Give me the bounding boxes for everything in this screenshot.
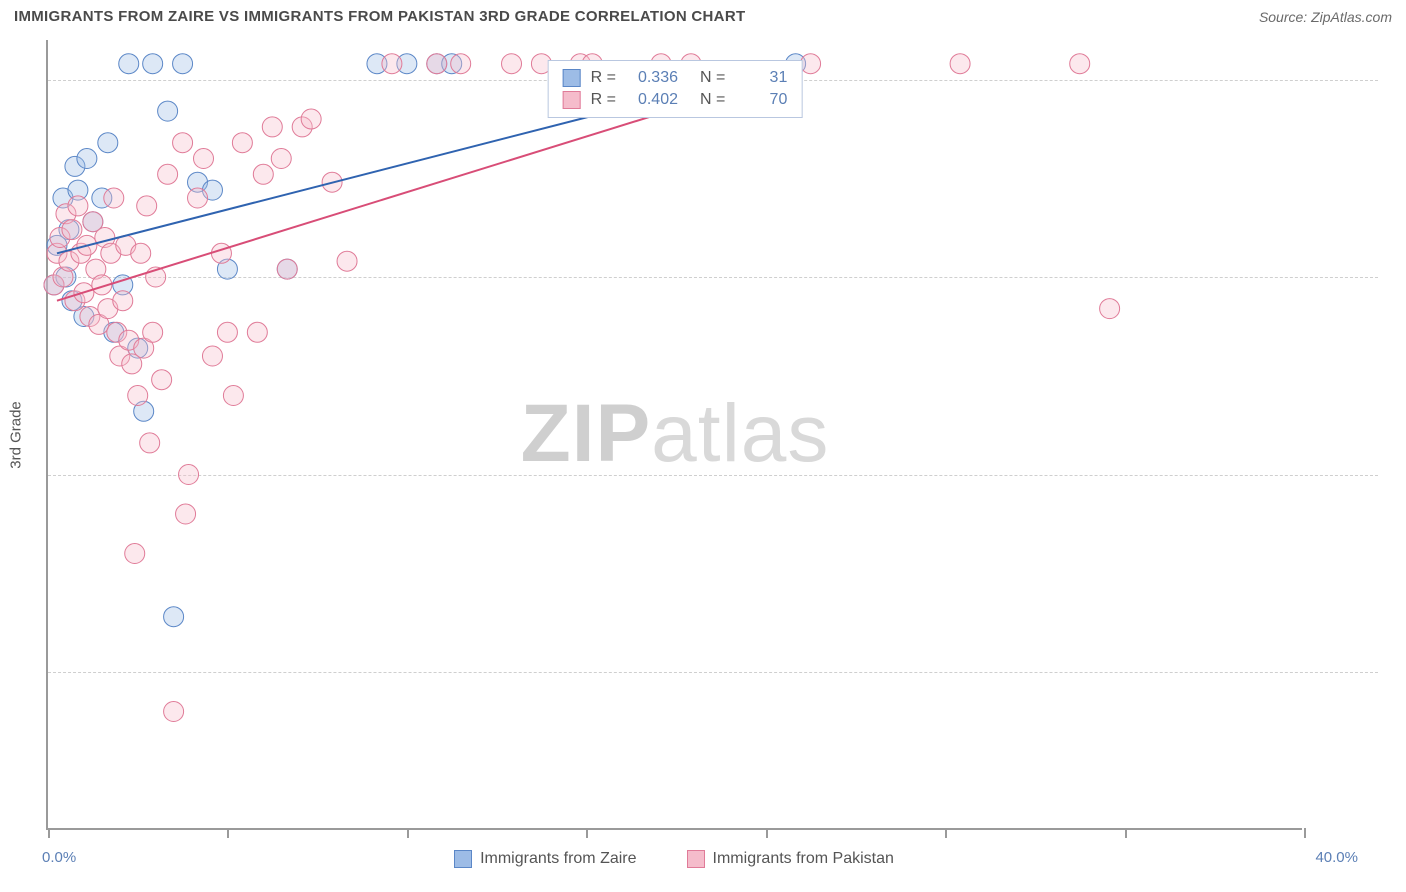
r-label: R =	[591, 67, 616, 89]
data-point-zaire	[158, 101, 178, 121]
data-point-pakistan	[179, 465, 199, 485]
x-tick	[1304, 828, 1306, 838]
correlation-legend: R = 0.336 N = 31 R = 0.402 N = 70	[548, 60, 803, 118]
data-point-pakistan	[137, 196, 157, 216]
data-point-pakistan	[211, 243, 231, 263]
data-point-pakistan	[152, 370, 172, 390]
data-point-zaire	[143, 54, 163, 74]
data-point-pakistan	[143, 322, 163, 342]
legend-swatch-zaire	[563, 69, 581, 87]
data-point-pakistan	[158, 164, 178, 184]
legend-label: Immigrants from Zaire	[480, 850, 636, 868]
chart-container: 3rd Grade ZIPatlas R =0.336N =31R =0.402…	[46, 40, 1386, 830]
data-point-pakistan	[451, 54, 471, 74]
data-point-pakistan	[301, 109, 321, 129]
plot-area: ZIPatlas R =0.336N =31R =0.402N =70	[46, 40, 1302, 830]
scatter-plot-svg	[48, 40, 1304, 830]
data-point-pakistan	[277, 259, 297, 279]
legend-item-zaire: Immigrants from Zaire	[454, 850, 636, 868]
data-point-pakistan	[253, 164, 273, 184]
y-tick-label: 92.5%	[1396, 684, 1406, 701]
r-label: R =	[591, 89, 616, 111]
y-axis-title: 3rd Grade	[8, 401, 25, 469]
data-point-pakistan	[232, 133, 252, 153]
data-point-pakistan	[176, 504, 196, 524]
r-value: 0.336	[626, 67, 678, 89]
source-attribution: Source: ZipAtlas.com	[1259, 9, 1392, 25]
legend-swatch-pakistan	[687, 850, 705, 868]
data-point-pakistan	[801, 54, 821, 74]
data-point-pakistan	[140, 433, 160, 453]
data-point-zaire	[164, 607, 184, 627]
data-point-pakistan	[950, 54, 970, 74]
data-point-pakistan	[1100, 299, 1120, 319]
data-point-pakistan	[125, 544, 145, 564]
data-point-pakistan	[247, 322, 267, 342]
chart-title: IMMIGRANTS FROM ZAIRE VS IMMIGRANTS FROM…	[14, 8, 745, 25]
data-point-pakistan	[131, 243, 151, 263]
legend-swatch-zaire	[454, 850, 472, 868]
data-point-pakistan	[173, 133, 193, 153]
data-point-pakistan	[104, 188, 124, 208]
y-tick-label: 100.0%	[1396, 91, 1406, 108]
y-tick-label: 95.0%	[1396, 486, 1406, 503]
legend-swatch-pakistan	[563, 91, 581, 109]
data-point-pakistan	[194, 149, 214, 169]
data-point-pakistan	[382, 54, 402, 74]
data-point-pakistan	[68, 196, 88, 216]
n-value: 31	[735, 67, 787, 89]
data-point-pakistan	[188, 188, 208, 208]
data-point-zaire	[98, 133, 118, 153]
legend-row-zaire: R = 0.336 N = 31	[563, 67, 788, 89]
data-point-pakistan	[128, 386, 148, 406]
data-point-pakistan	[337, 251, 357, 271]
legend-item-pakistan: Immigrants from Pakistan	[687, 850, 894, 868]
data-point-zaire	[173, 54, 193, 74]
data-point-pakistan	[262, 117, 282, 137]
data-point-pakistan	[202, 346, 222, 366]
data-point-zaire	[119, 54, 139, 74]
x-axis-max-label: 40.0%	[1315, 849, 1358, 866]
y-tick-label: 97.5%	[1396, 289, 1406, 306]
data-point-pakistan	[113, 291, 133, 311]
legend-label: Immigrants from Pakistan	[713, 850, 894, 868]
data-point-pakistan	[62, 220, 82, 240]
data-point-zaire	[77, 149, 97, 169]
data-point-pakistan	[164, 702, 184, 722]
r-value: 0.402	[626, 89, 678, 111]
data-point-pakistan	[1070, 54, 1090, 74]
data-point-pakistan	[271, 149, 291, 169]
n-value: 70	[735, 89, 787, 111]
data-point-pakistan	[427, 54, 447, 74]
legend-row-pakistan: R = 0.402 N = 70	[563, 89, 788, 111]
n-label: N =	[700, 89, 725, 111]
data-point-pakistan	[502, 54, 522, 74]
n-label: N =	[700, 67, 725, 89]
series-legend: Immigrants from Zaire Immigrants from Pak…	[46, 850, 1302, 868]
data-point-pakistan	[223, 386, 243, 406]
data-point-pakistan	[217, 322, 237, 342]
